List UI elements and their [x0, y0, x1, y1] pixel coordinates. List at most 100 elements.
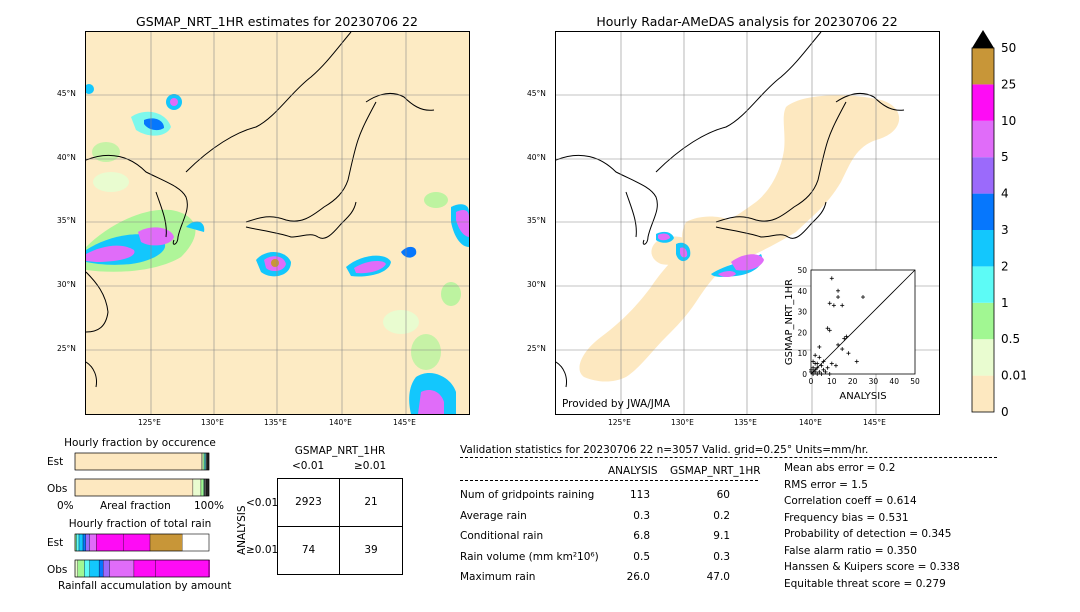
amt-bar-obs-8	[155, 559, 210, 578]
contingency-cell-00: 2923	[295, 496, 322, 508]
left-lon-label-2: 135°E	[264, 418, 287, 427]
occurrence-bars	[74, 452, 210, 497]
colorbar-segment-4	[972, 230, 994, 267]
occ-bar-obs-2	[200, 478, 204, 497]
left-lat-label-3: 30°N	[57, 280, 76, 289]
contingency-cell-01: 21	[364, 496, 378, 508]
scatter-point	[827, 328, 832, 333]
scatter-ylabel: GSMAP_NRT_1HR	[784, 279, 795, 365]
occurrence-axis-left: 0%	[57, 500, 74, 512]
right-lat-label-4: 25°N	[527, 344, 546, 353]
validation-row-label-2: Conditional rain	[460, 530, 544, 542]
scatter-point	[836, 295, 841, 300]
amount-row-est: Est	[47, 537, 64, 549]
validation-score-7: Equitable threat score = 0.279	[784, 577, 946, 590]
occ-bar-est-3	[204, 452, 206, 471]
validation-score-2: Correlation coeff = 0.614	[784, 495, 917, 507]
scatter-ytick-1: 10	[797, 349, 807, 358]
occurrence-title: Hourly fraction by occurence	[64, 437, 216, 449]
scatter-point	[842, 336, 847, 341]
amt-bar-est-3	[78, 533, 84, 552]
left-lon-label-0: 125°E	[138, 418, 161, 427]
colorbar-segment-1	[972, 339, 994, 376]
validation-row-gsmap-1: 0.2	[713, 509, 730, 522]
colorbar-label-7: 5	[1001, 150, 1009, 164]
amount-footer: Rainfall accumulation by amount	[58, 580, 232, 592]
contingency-row-0: <0.01	[246, 497, 279, 509]
scatter-point	[836, 288, 841, 293]
scatter-point	[819, 363, 824, 368]
amt-bar-est-5	[85, 533, 90, 552]
scatter-point	[811, 359, 816, 364]
colorbar-label-1: 0.01	[1001, 369, 1026, 383]
left-lat-label-2: 35°N	[57, 216, 76, 225]
validation-score-0: Mean abs error = 0.2	[784, 462, 896, 474]
colorbar-label-3: 1	[1001, 296, 1009, 310]
scatter-point	[817, 344, 822, 349]
scatter-point	[817, 355, 822, 360]
left-lon-label-1: 130°E	[201, 418, 224, 427]
validation-row-gsmap-4: 47.0	[706, 571, 730, 583]
validation-header: Validation statistics for 20230706 22 n=…	[460, 444, 869, 456]
scatter-diagonal	[810, 269, 916, 375]
scatter-point	[825, 365, 830, 370]
occ-bar-est-0	[74, 452, 202, 471]
scatter-point	[854, 359, 859, 364]
scatter-point	[829, 361, 834, 366]
validation-row-gsmap-3: 0.3	[713, 550, 730, 563]
scatter-point	[811, 372, 816, 376]
amount-bars	[74, 533, 210, 578]
occ-bar-est-4	[205, 452, 208, 471]
right-map-title: Hourly Radar-AMeDAS analysis for 2023070…	[596, 14, 898, 29]
colorbar-extend-arrow	[972, 30, 994, 48]
scatter-xtick-4: 40	[889, 377, 899, 386]
left-lat-label-0: 45°N	[57, 89, 76, 98]
right-coastline	[556, 32, 905, 388]
scatter-ytick-5: 50	[797, 266, 807, 275]
left-lon-label-4: 145°E	[393, 418, 416, 427]
right-map-canvas	[556, 32, 939, 414]
validation-score-3: Frequency bias = 0.531	[784, 511, 909, 524]
amt-bar-obs-2	[84, 559, 90, 578]
occ-bar-est-2	[202, 452, 205, 471]
scatter-point	[815, 365, 820, 370]
right-lon-label-2: 135°E	[734, 418, 757, 427]
right-rain-patches	[656, 231, 764, 277]
right-lat-label-2: 35°N	[527, 216, 546, 225]
contingency-cell-11: 39	[364, 544, 378, 556]
scatter-xtick-2: 20	[848, 377, 858, 386]
colorbar-segment-0	[972, 375, 994, 412]
amount-title: Hourly fraction of total rain	[68, 518, 212, 530]
scatter-ytick-3: 30	[797, 308, 807, 317]
validation-row-label-0: Num of gridpoints raining	[460, 489, 595, 501]
validation-row-analysis-2: 6.8	[633, 530, 650, 542]
scatter-point	[821, 367, 826, 372]
validation-row-label-3: Rain volume (mm km²10⁶)	[460, 550, 599, 563]
validation-score-5: False alarm ratio = 0.350	[784, 544, 917, 557]
colorbar-segment-2	[972, 302, 994, 340]
amt-bar-est-4	[82, 533, 86, 552]
validation-col-gsmap: GSMAP_NRT_1HR	[670, 465, 761, 477]
validation-row-analysis-4: 26.0	[626, 571, 650, 583]
scatter-point	[825, 326, 830, 331]
data-credit: Provided by JWA/JMA	[562, 398, 671, 410]
scatter-point	[823, 369, 828, 374]
scatter-point	[861, 295, 865, 300]
colorbar-label-9: 25	[1001, 77, 1016, 91]
colorbar-segment-6	[972, 157, 994, 194]
occurrence-row-obs: Obs	[47, 483, 68, 495]
colorbar-label-6: 4	[1001, 187, 1009, 201]
validation-row-gsmap-0: 60	[716, 489, 730, 501]
amt-bar-est-6	[89, 533, 97, 552]
left-map-canvas	[86, 32, 469, 414]
validation-row-analysis-0: 113	[629, 489, 650, 501]
left-rain-patches	[86, 84, 469, 414]
amt-bar-obs-5	[102, 559, 110, 578]
validation-score-4: Probability of detection = 0.345	[784, 528, 952, 540]
scatter-point	[846, 351, 851, 356]
scatter-point	[813, 369, 818, 374]
colorbar-label-5: 3	[1001, 223, 1009, 237]
scatter-xlabel: ANALYSIS	[839, 391, 886, 402]
validation-row-gsmap-2: 9.1	[713, 530, 730, 542]
left-lat-label-1: 40°N	[57, 153, 76, 162]
